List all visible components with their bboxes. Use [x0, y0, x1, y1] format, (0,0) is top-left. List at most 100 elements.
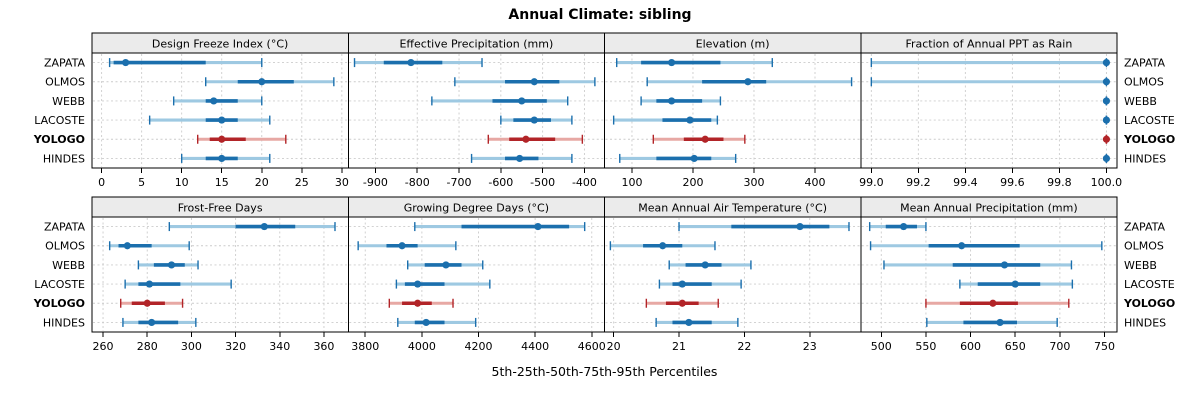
site-label-right: WEBB — [1124, 95, 1157, 108]
axis-tick-label: 99.8 — [1047, 176, 1072, 189]
series-lacoste — [1102, 115, 1111, 125]
axis-tick-label: 100.0 — [1091, 176, 1123, 189]
axis-tick-label: -800 — [405, 176, 430, 189]
x-axis-mean-annual-precipitation-mm: 500 550 600 650 700 750 — [871, 332, 1115, 353]
site-label-left: LACOSTE — [34, 114, 85, 127]
axis-tick-label: 340 — [269, 340, 290, 353]
series-lacoste — [124, 279, 232, 289]
median-dot — [744, 78, 752, 86]
site-label-left: OLMOS — [45, 76, 85, 89]
median-dot — [530, 116, 538, 124]
series-lacoste — [612, 115, 719, 125]
median-dot — [678, 280, 686, 288]
axis-tick-label: 650 — [1005, 340, 1026, 353]
series-olmos — [205, 77, 335, 87]
series-webb — [137, 260, 199, 270]
strip-title: Mean Annual Precipitation (mm) — [900, 202, 1077, 215]
axis-tick-label: 99.2 — [906, 176, 931, 189]
panel-design-freeze-index-c: Design Freeze Index (°C) 0 5 10 15 20 25 30 — [91, 32, 349, 189]
axis-tick-label: -600 — [488, 176, 513, 189]
median-dot — [534, 222, 542, 231]
site-labels-row1: ZAPATA ZAPATA OLMOS OLMOS WEBB WEBB LACOSTE LAC… — [33, 220, 1176, 329]
chart-title: Annual Climate: sibling — [508, 7, 692, 23]
axis-tick-label: 300 — [743, 176, 764, 189]
median-dot — [522, 135, 530, 143]
site-label-right: OLMOS — [1124, 240, 1164, 253]
median-dot — [218, 154, 226, 163]
series-zapata — [353, 58, 483, 68]
series-zapata — [678, 222, 850, 232]
median-dot — [414, 299, 422, 307]
axis-tick-label: 3800 — [351, 340, 379, 353]
site-label-right: LACOSTE — [1124, 278, 1175, 291]
axis-tick-label: 99.4 — [953, 176, 978, 189]
series-yologo — [388, 298, 454, 308]
axis-tick-label: 10 — [175, 176, 189, 189]
series-hindes — [619, 153, 737, 163]
strip-title: Design Freeze Index (°C) — [152, 38, 288, 51]
median-dot — [258, 78, 266, 86]
series-webb — [668, 260, 752, 270]
axis-tick-label: 4200 — [464, 340, 492, 353]
axis-tick-label: 320 — [225, 340, 246, 353]
median-dot — [442, 261, 450, 269]
panel-background — [604, 217, 861, 332]
median-dot — [1102, 116, 1111, 124]
axis-tick-label: 100 — [621, 176, 642, 189]
median-dot — [690, 154, 698, 163]
median-dot — [1102, 78, 1111, 86]
series-zapata — [868, 222, 927, 232]
axis-tick-label: 5 — [138, 176, 145, 189]
panel-background — [860, 217, 1117, 332]
axis-tick-label: 300 — [181, 340, 202, 353]
median-dot — [796, 222, 804, 231]
series-webb — [883, 260, 1073, 270]
series-yologo — [197, 134, 287, 144]
axis-tick-label: 4600 — [578, 340, 606, 353]
median-dot — [210, 97, 218, 105]
median-dot — [145, 280, 154, 288]
site-label-right: ZAPATA — [1124, 56, 1166, 69]
axis-tick-label: 4400 — [521, 340, 549, 353]
median-dot — [900, 222, 908, 231]
series-zapata — [168, 222, 336, 232]
site-label-left: ZAPATA — [44, 220, 86, 233]
median-dot — [123, 242, 131, 250]
median-dot — [659, 242, 667, 250]
median-dot — [167, 261, 176, 269]
series-olmos — [108, 241, 190, 251]
median-dot — [218, 135, 226, 143]
axis-tick-label: 25 — [295, 176, 309, 189]
site-label-left: YOLOGO — [33, 297, 85, 310]
median-dot — [678, 299, 686, 307]
series-webb — [640, 96, 722, 106]
series-lacoste — [658, 279, 742, 289]
panel-background — [348, 217, 605, 332]
series-zapata — [108, 58, 263, 68]
site-label-left: OLMOS — [45, 240, 85, 253]
series-olmos — [454, 77, 596, 87]
median-dot — [701, 135, 709, 143]
series-webb — [1102, 96, 1111, 106]
site-label-right: YOLOGO — [1123, 297, 1175, 310]
panel-mean-annual-air-temperature-c: Mean Annual Air Temperature (°C) 20 21 22 23 — [604, 196, 862, 353]
median-dot — [518, 97, 526, 105]
axis-tick-label: 550 — [915, 340, 936, 353]
axis-caption: 5th-25th-50th-75th-95th Percentiles — [491, 364, 718, 379]
panel-border — [860, 52, 1118, 169]
axis-tick-label: 200 — [682, 176, 703, 189]
median-dot — [1102, 135, 1111, 143]
site-label-left: ZAPATA — [44, 56, 86, 69]
series-yologo — [645, 298, 719, 308]
x-axis-elevation-m: 100 200 300 400 — [621, 168, 825, 189]
site-label-left: HINDES — [43, 316, 85, 329]
axis-tick-label: 20 — [255, 176, 269, 189]
axis-tick-label: 280 — [137, 340, 158, 353]
site-label-left: WEBB — [52, 95, 85, 108]
site-label-right: LACOSTE — [1124, 114, 1175, 127]
series-zapata — [414, 222, 586, 232]
axis-tick-label: 21 — [672, 340, 686, 353]
series-zapata — [870, 58, 1111, 68]
axis-tick-label: 700 — [1049, 340, 1070, 353]
site-label-left: YOLOGO — [33, 133, 85, 146]
